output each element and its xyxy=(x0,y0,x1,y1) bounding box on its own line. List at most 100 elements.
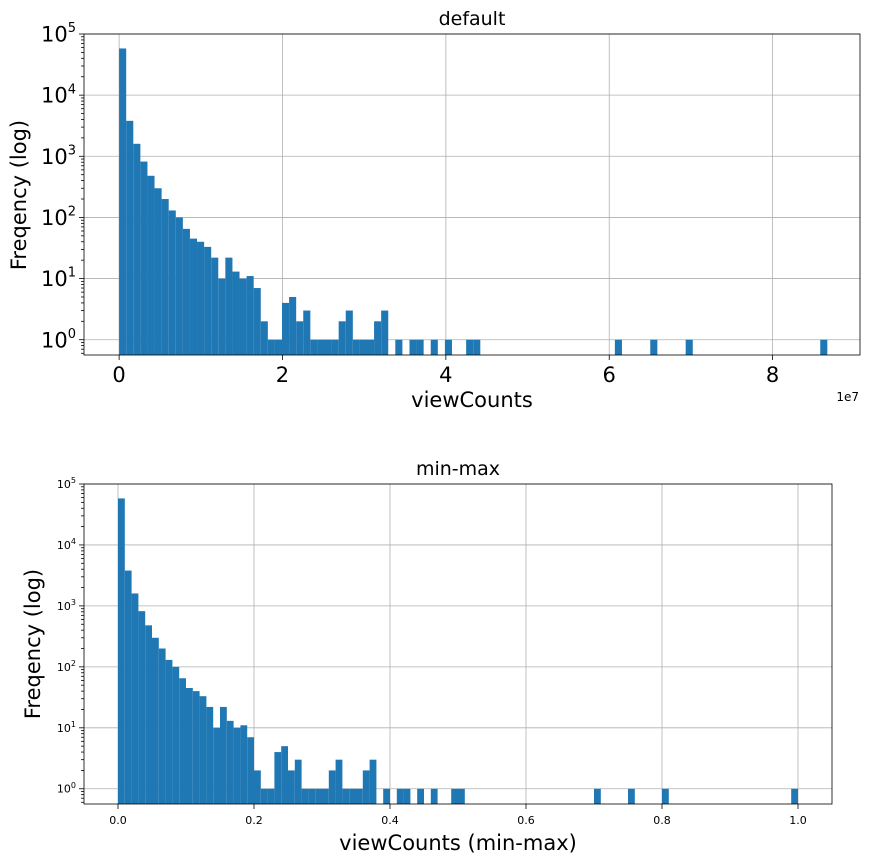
chart-default-x-axis-label: viewCounts xyxy=(411,388,533,412)
histogram-bar xyxy=(239,278,247,355)
histogram-bar xyxy=(315,788,322,804)
histogram-bar xyxy=(175,217,183,355)
x-tick-label: 0.0 xyxy=(109,814,127,827)
chart-default-y-ticks: 100 101 102 103 104 105 xyxy=(41,21,84,354)
x-tick-label: 0.2 xyxy=(245,814,263,827)
histogram-bar xyxy=(204,246,212,355)
histogram-bar xyxy=(246,276,254,355)
chart-default-x-offset-label: 1e7 xyxy=(836,390,859,404)
histogram-bar xyxy=(145,625,152,804)
x-tick-label: 6 xyxy=(603,363,616,387)
histogram-bar xyxy=(281,746,288,804)
histogram-bar xyxy=(147,175,155,355)
histogram-bar xyxy=(308,788,316,804)
histogram-bar xyxy=(374,321,382,355)
histogram-bar xyxy=(685,339,693,355)
histogram-bar xyxy=(458,788,465,804)
histogram-bar xyxy=(614,339,622,355)
chart-min-max: 0.0 0.2 0.4 0.6 0.8 1.0 100 101 102 103 104 105 mi… xyxy=(21,458,833,855)
x-tick-label: 0 xyxy=(112,363,125,387)
x-tick-label: 0.8 xyxy=(653,814,671,827)
histogram-bar xyxy=(381,310,389,355)
histogram-bar xyxy=(303,310,311,355)
histogram-bar xyxy=(362,770,370,804)
histogram-bar xyxy=(282,302,290,355)
chart-default-frame xyxy=(83,33,861,356)
histogram-bar xyxy=(138,611,146,804)
histogram-bar xyxy=(206,706,214,804)
histogram-bar xyxy=(182,228,190,355)
histogram-bar xyxy=(430,339,438,355)
histogram-bar xyxy=(288,770,295,804)
histogram-bar xyxy=(451,788,458,804)
histogram-bar xyxy=(301,788,309,804)
histogram-bar xyxy=(317,339,325,355)
histogram-bar xyxy=(359,339,367,355)
histogram-bar xyxy=(791,788,798,804)
x-tick-label: 2 xyxy=(276,363,289,387)
histogram-bar xyxy=(338,321,346,355)
histogram-bar xyxy=(322,788,329,804)
histogram-bar xyxy=(403,788,411,804)
histogram-bar xyxy=(186,687,193,804)
histogram-bar xyxy=(197,241,205,355)
histogram-bar xyxy=(294,759,302,804)
chart-min-max-x-ticks: 0.0 0.2 0.4 0.6 0.8 1.0 xyxy=(109,804,807,827)
histogram-bar xyxy=(119,48,127,355)
histogram-bar xyxy=(133,143,141,355)
histogram-bar xyxy=(152,637,159,804)
histogram-bar xyxy=(395,339,403,355)
histogram-bar xyxy=(225,257,233,355)
histogram-bar xyxy=(267,788,275,804)
histogram-bar xyxy=(430,788,438,804)
histogram-bar xyxy=(820,339,828,355)
y-tick-label: 103 xyxy=(57,598,76,613)
y-tick-label: 105 xyxy=(41,21,76,46)
histogram-bar xyxy=(158,648,166,804)
chart-default-x-ticks: 0 2 4 6 8 xyxy=(112,355,779,387)
chart-min-max-bars xyxy=(118,498,798,804)
chart-default-title: default xyxy=(439,8,506,30)
histogram-bar xyxy=(260,321,268,355)
y-tick-label: 104 xyxy=(41,82,76,107)
histogram-bar xyxy=(189,238,198,355)
histogram-bar xyxy=(240,725,248,804)
chart-min-max-y-axis-label: Freqency (log) xyxy=(21,569,45,719)
histogram-bar xyxy=(416,339,424,355)
histogram-bar xyxy=(199,696,207,804)
histogram-bar xyxy=(232,271,240,355)
histogram-bar xyxy=(383,788,390,804)
histogram-bar xyxy=(179,678,186,804)
histogram-bar xyxy=(192,691,200,804)
histogram-bar xyxy=(218,278,226,355)
histogram-bar xyxy=(417,788,424,804)
chart-min-max-y-ticks: 100 101 102 103 104 105 xyxy=(57,476,84,803)
histogram-bar xyxy=(154,188,162,355)
chart-default-bars xyxy=(119,48,828,355)
histogram-bar xyxy=(342,788,350,804)
histogram-bar xyxy=(274,339,283,355)
x-tick-label: 8 xyxy=(766,363,779,387)
histogram-bar xyxy=(168,210,176,355)
histogram-bar xyxy=(662,788,669,804)
histogram-bar xyxy=(296,321,304,355)
histogram-bar xyxy=(328,770,336,804)
histogram-bar xyxy=(126,120,134,355)
histogram-bar xyxy=(352,339,360,355)
chart-min-max-title: min-max xyxy=(416,458,500,480)
histogram-bar xyxy=(118,498,125,804)
x-tick-label: 0.6 xyxy=(517,814,535,827)
x-tick-label: 1.0 xyxy=(789,814,807,827)
histogram-bar xyxy=(220,706,227,804)
chart-min-max-x-axis-label: viewCounts (min-max) xyxy=(339,831,577,855)
histogram-bar xyxy=(310,339,318,355)
chart-default-y-axis-label: Freqency (log) xyxy=(7,120,31,270)
y-tick-label: 102 xyxy=(57,659,76,674)
histogram-bar xyxy=(213,727,220,804)
x-tick-label: 0.4 xyxy=(381,814,399,827)
histogram-bar xyxy=(274,752,282,804)
y-tick-label: 103 xyxy=(41,143,76,168)
histogram-bar xyxy=(650,339,658,355)
histogram-bar xyxy=(131,593,139,804)
histogram-bar xyxy=(335,759,343,804)
